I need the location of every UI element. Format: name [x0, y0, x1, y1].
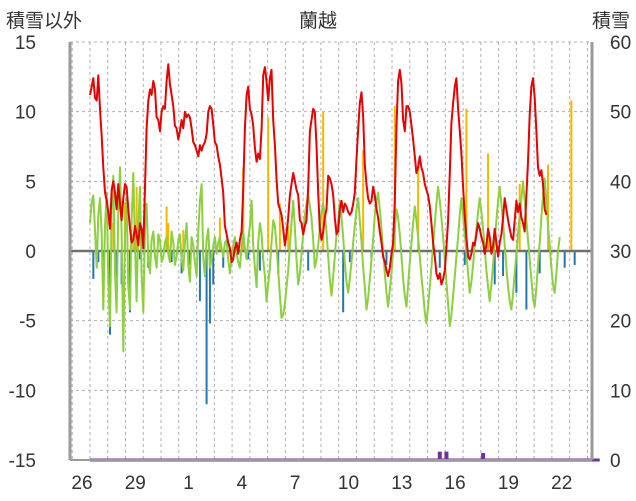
right-tick-label: 10: [610, 381, 631, 402]
precipitation-bar: [563, 251, 566, 268]
snow-depth-mark: [481, 453, 486, 460]
left-axis-ticks: 15 10 5 0 -5 -10 -15: [9, 33, 36, 472]
sunshine-bar: [112, 223, 115, 251]
right-tick-label: 0: [610, 451, 621, 472]
precipitation-bar: [438, 251, 441, 268]
x-tick-label: 1: [183, 473, 194, 494]
precipitation-bar: [258, 251, 261, 271]
precipitation-bar: [222, 251, 225, 268]
sunshine-bar: [362, 150, 365, 251]
x-tick-label: 4: [237, 473, 248, 494]
x-axis-ticks: 26 29 1 4 7 10 13 16 19 22: [71, 473, 572, 494]
x-tick-label: 10: [338, 473, 359, 494]
x-tick-label: 29: [125, 473, 146, 494]
snow-depth-mark: [437, 451, 442, 460]
precipitation-bar: [92, 251, 95, 279]
sunshine-bar: [218, 217, 221, 251]
left-tick-label: 0: [25, 242, 36, 263]
right-tick-label: 30: [610, 242, 631, 263]
x-tick-label: 22: [551, 473, 572, 494]
axes: [68, 42, 594, 461]
right-tick-label: 50: [610, 103, 631, 124]
precipitation-bar: [205, 251, 208, 405]
left-tick-label: -15: [9, 451, 36, 472]
left-axis-label: 積雪以外: [6, 10, 82, 32]
precipitation-bar: [463, 251, 466, 265]
precipitation-bar: [138, 251, 141, 260]
x-tick-label: 7: [290, 473, 301, 494]
x-tick-label: 13: [391, 473, 412, 494]
left-tick-label: 5: [25, 172, 36, 193]
sunshine-bar: [132, 234, 135, 251]
x-tick-label: 19: [498, 473, 519, 494]
precipitation-bar: [208, 251, 211, 324]
precipitation-bar: [97, 251, 100, 263]
x-tick-label: 26: [71, 473, 92, 494]
chart-title: 蘭越: [299, 10, 337, 32]
sunshine-bar: [465, 108, 468, 251]
precipitation-bar: [493, 251, 496, 285]
precipitation-bar: [573, 251, 576, 265]
sunshine-bar: [570, 100, 573, 252]
precipitation-bar: [538, 251, 541, 274]
right-axis-label: 積雪: [592, 10, 630, 32]
left-tick-label: -5: [19, 312, 36, 333]
precipitation-bar: [515, 251, 518, 293]
left-tick-label: 10: [15, 103, 36, 124]
right-axis-ticks: 60 50 40 30 20 10 0: [610, 33, 631, 472]
sunshine-bar: [322, 111, 325, 252]
right-tick-label: 40: [610, 172, 631, 193]
sunshine-bar: [135, 186, 138, 251]
sunshine-bar: [278, 203, 281, 251]
precipitation-bar: [247, 251, 250, 260]
sunshine-bar: [547, 164, 550, 251]
sunshine-bar: [267, 117, 270, 252]
sunshine-bar: [487, 153, 490, 251]
sunshine-bar: [182, 230, 185, 251]
precipitation-bar: [342, 251, 345, 313]
right-tick-label: 20: [610, 312, 631, 333]
precipitation-bar: [385, 251, 388, 265]
precipitation-bar: [502, 251, 505, 277]
x-tick-label: 16: [445, 473, 466, 494]
temperature-line: [89, 63, 548, 286]
precipitation-bar: [212, 251, 215, 285]
precipitation-bar: [348, 251, 351, 263]
left-tick-label: -10: [9, 381, 36, 402]
precipitation-bar: [525, 251, 528, 310]
sunshine-bar: [417, 161, 420, 251]
sunshine-bar: [167, 223, 170, 251]
snow-depth-mark: [444, 451, 449, 460]
precipitation-bar: [198, 251, 201, 302]
left-tick-label: 15: [15, 33, 36, 54]
right-tick-label: 60: [610, 33, 631, 54]
sunshine-bar: [287, 225, 290, 251]
precipitation-bar: [170, 251, 173, 263]
precipitation-bar: [307, 251, 310, 271]
sunshine-bar: [165, 206, 168, 251]
grid: [70, 41, 592, 461]
